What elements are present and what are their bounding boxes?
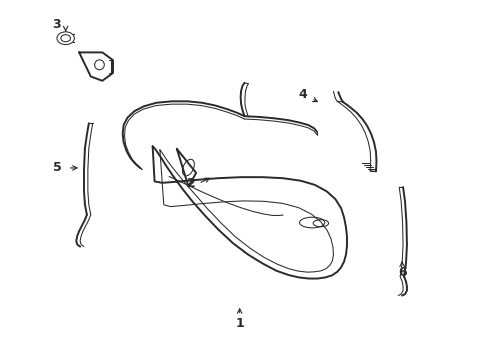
Text: 1: 1 <box>235 317 244 330</box>
Text: 2: 2 <box>186 177 195 190</box>
Text: 4: 4 <box>298 89 306 102</box>
Text: 6: 6 <box>397 266 406 279</box>
Text: 5: 5 <box>52 161 61 175</box>
Text: 3: 3 <box>53 18 61 31</box>
